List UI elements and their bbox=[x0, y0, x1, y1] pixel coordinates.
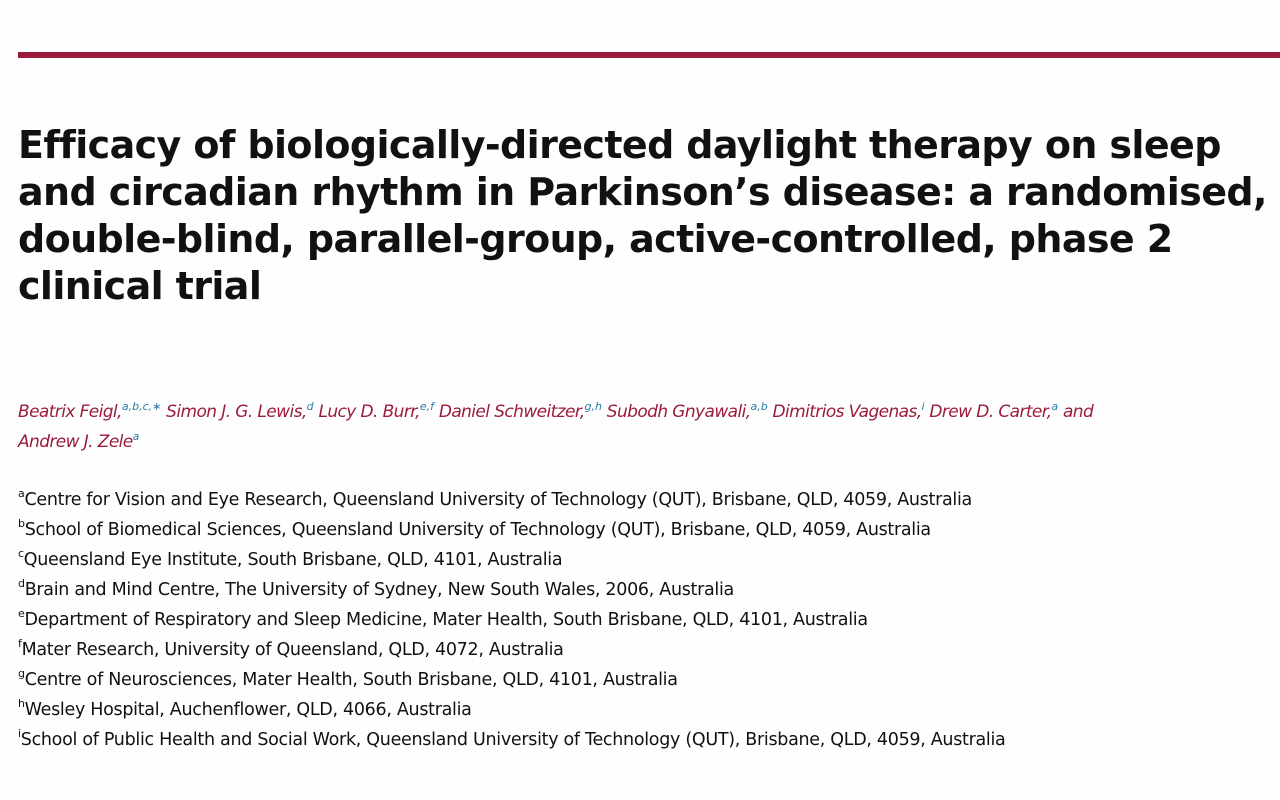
affiliation-key: c bbox=[18, 547, 24, 560]
author-affiliation-sup: a bbox=[132, 430, 140, 443]
author[interactable]: Simon J. G. Lewis,d bbox=[166, 400, 314, 422]
author-affiliation-sup: e,f bbox=[419, 400, 435, 413]
author[interactable]: Subodh Gnyawali,a,b bbox=[606, 400, 768, 422]
affiliation-item: iSchool of Public Health and Social Work… bbox=[18, 727, 1006, 750]
affiliation-list: aCentre for Vision and Eye Research, Que… bbox=[18, 485, 1258, 755]
author[interactable]: Andrew J. Zelea bbox=[18, 430, 140, 452]
affiliation-item: dBrain and Mind Centre, The University o… bbox=[18, 577, 734, 600]
affiliation-key: f bbox=[18, 637, 22, 650]
header-rule bbox=[18, 52, 1280, 58]
author-conjunction: and bbox=[1062, 402, 1094, 422]
affiliation-key: i bbox=[18, 727, 21, 740]
affiliation-item: eDepartment of Respiratory and Sleep Med… bbox=[18, 607, 868, 630]
author[interactable]: Dimitrios Vagenas,i bbox=[772, 400, 925, 422]
author-affiliation-sup: d bbox=[306, 400, 314, 413]
affiliation-key: b bbox=[18, 517, 25, 530]
author[interactable]: Lucy D. Burr,e,f bbox=[318, 400, 435, 422]
author-affiliation-sup: i bbox=[921, 400, 925, 413]
affiliation-key: e bbox=[18, 607, 25, 620]
article-title: Efficacy of biologically-directed daylig… bbox=[18, 123, 1267, 308]
author-affiliation-sup: a,b bbox=[750, 400, 768, 413]
affiliation-item: hWesley Hospital, Auchenflower, QLD, 406… bbox=[18, 697, 472, 720]
affiliation-item: bSchool of Biomedical Sciences, Queensla… bbox=[18, 517, 931, 540]
affiliation-item: cQueensland Eye Institute, South Brisban… bbox=[18, 547, 563, 570]
affiliation-key: d bbox=[18, 577, 25, 590]
author-affiliation-sup: a bbox=[1051, 400, 1059, 413]
affiliation-item: aCentre for Vision and Eye Research, Que… bbox=[18, 487, 972, 510]
author-list: Beatrix Feigl,a,b,c,∗ Simon J. G. Lewis,… bbox=[18, 397, 1238, 457]
author[interactable]: Daniel Schweitzer,g,h bbox=[438, 400, 602, 422]
affiliation-key: g bbox=[18, 667, 25, 680]
affiliation-item: gCentre of Neurosciences, Mater Health, … bbox=[18, 667, 678, 690]
affiliation-item: fMater Research, University of Queenslan… bbox=[18, 637, 564, 660]
author-affiliation-sup: a,b,c,∗ bbox=[121, 400, 162, 413]
affiliation-key: a bbox=[18, 487, 25, 500]
author[interactable]: Beatrix Feigl,a,b,c,∗ bbox=[18, 400, 162, 422]
affiliation-key: h bbox=[18, 697, 25, 710]
author[interactable]: Drew D. Carter,a bbox=[929, 400, 1059, 422]
author-affiliation-sup: g,h bbox=[584, 400, 602, 413]
